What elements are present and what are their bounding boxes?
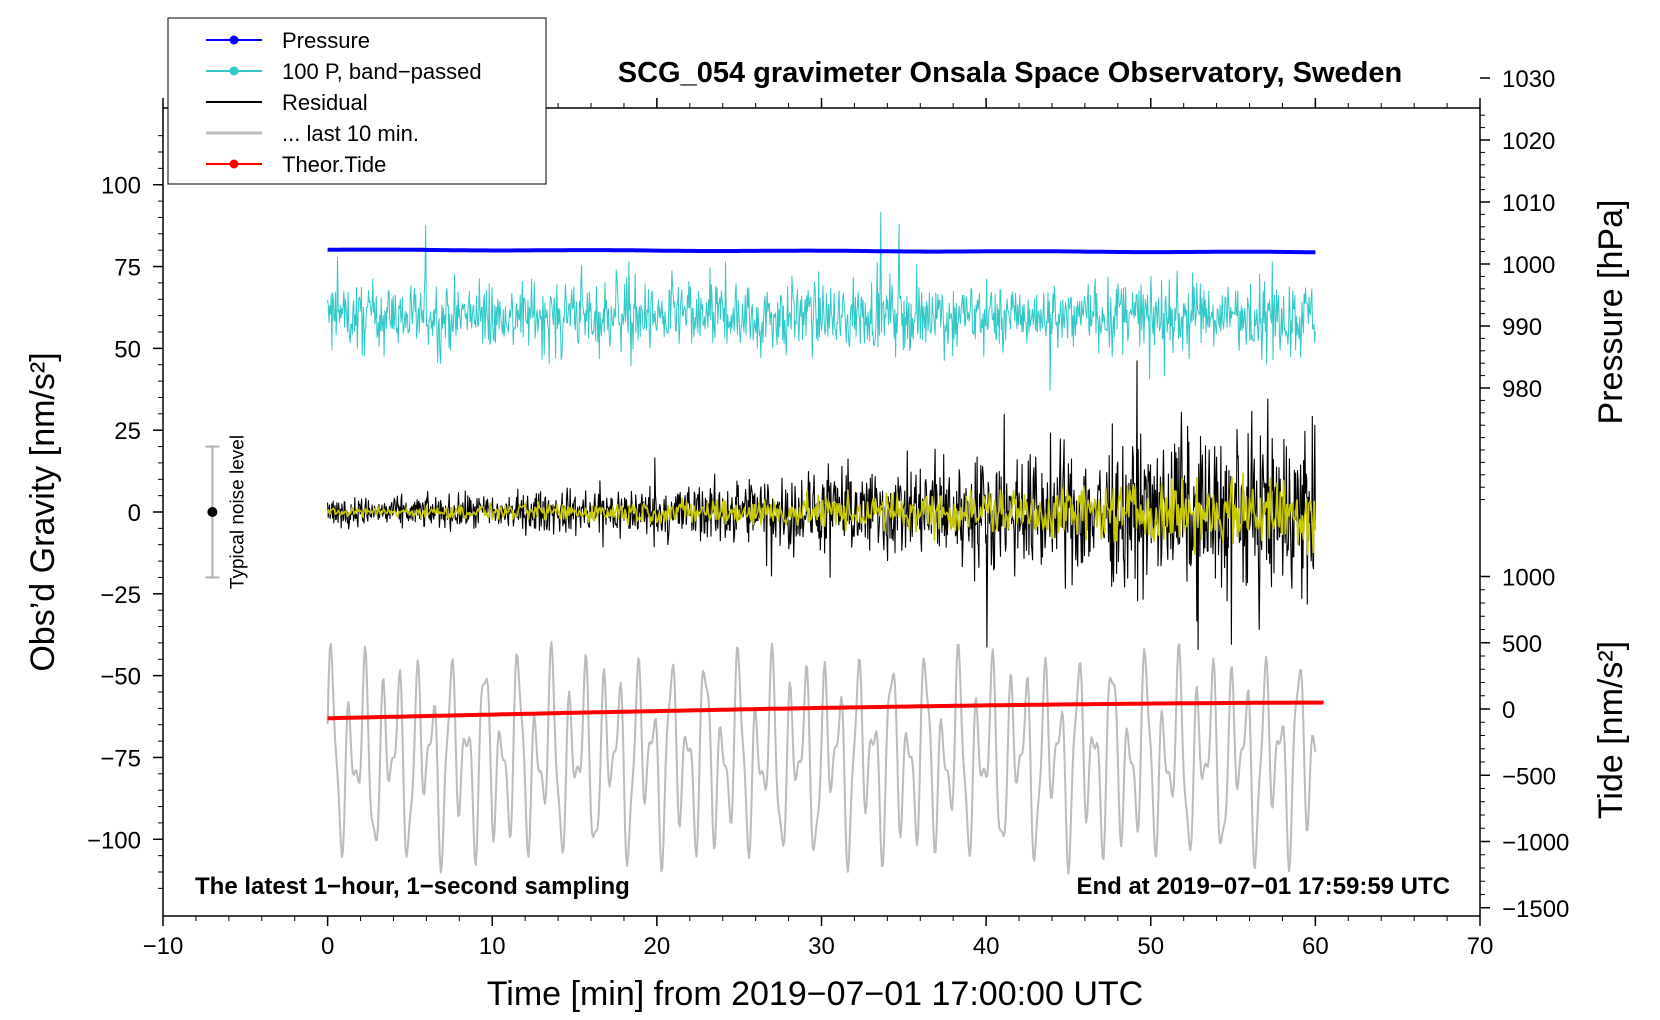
pressure-axis-label: Pressure [hPa] [1592, 200, 1630, 425]
legend-label: ... last 10 min. [282, 121, 419, 146]
y-tick-label: −50 [100, 664, 141, 691]
legend-marker [229, 35, 239, 45]
y-axis-pressure: 980 990 1000 1010 1020 1030 [1480, 66, 1555, 501]
x-tick-label: 60 [1302, 933, 1329, 960]
tide-tick-label: 1000 [1502, 565, 1555, 592]
legend-label: Theor.Tide [282, 152, 386, 177]
tide-tick-label: −1500 [1502, 896, 1569, 923]
legend-marker [229, 159, 239, 169]
pressure-tick-label: 990 [1502, 314, 1542, 341]
legend: Pressure 100 P, band−passed Residual ... la… [167, 17, 547, 185]
y-tick-label: 25 [114, 418, 141, 445]
tide-axis-label: Tide [nm/s²] [1592, 641, 1630, 819]
tide-tick-label: 0 [1502, 697, 1515, 724]
y-tick-label: −75 [100, 745, 141, 772]
legend-label: 100 P, band−passed [282, 59, 482, 84]
y-tick-label: −25 [100, 582, 141, 609]
x-tick-label: 0 [321, 933, 334, 960]
y-tick-label: 100 [101, 173, 141, 200]
pressure-tick-label: 1030 [1502, 66, 1555, 93]
residual-line [327, 360, 1316, 651]
noise-label: Typical noise level [227, 435, 248, 589]
sampling-note: The latest 1−hour, 1−second sampling [195, 873, 630, 900]
tide-tick-label: −500 [1502, 763, 1556, 790]
y-tick-label: 0 [128, 500, 141, 527]
y-tick-label: −100 [87, 827, 141, 854]
y-axis-tide: −1500 −1000 −500 0 500 1000 [1480, 565, 1569, 923]
tide-line [327, 700, 1324, 721]
band-passed-line [327, 211, 1316, 391]
legend-label: Pressure [282, 28, 370, 53]
x-tick-label: 40 [973, 933, 1000, 960]
noise-dot [207, 507, 218, 517]
pressure-tick-label: 1000 [1502, 252, 1555, 279]
pressure-tick-label: 1020 [1502, 128, 1555, 155]
legend-marker [229, 66, 239, 76]
x-tick-label: 30 [808, 933, 835, 960]
x-tick-label: 20 [644, 933, 671, 960]
y-tick-label: 50 [114, 336, 141, 363]
series-layer [326, 211, 1324, 875]
x-tick-label: 10 [479, 933, 506, 960]
pressure-tick-label: 1010 [1502, 190, 1555, 217]
pressure-tick-label: 980 [1502, 376, 1542, 403]
x-axis: −10 0 10 20 30 40 50 60 70 [143, 98, 1494, 960]
tide-tick-label: −1000 [1502, 830, 1569, 857]
chart-title: SCG_054 gravimeter Onsala Space Observat… [618, 57, 1402, 89]
pressure-line [327, 247, 1316, 255]
tide-tick-label: 500 [1502, 631, 1542, 658]
x-tick-label: −10 [143, 933, 184, 960]
x-axis-label: Time [min] from 2019−07−01 17:00:00 UTC [487, 975, 1143, 1013]
y-axis-left: −100 −75 −50 −25 0 25 50 75 100 [87, 135, 163, 889]
noise-indicator: Typical noise level [205, 435, 248, 589]
x-tick-label: 50 [1137, 933, 1164, 960]
x-tick-label: 70 [1467, 933, 1494, 960]
filtered-line [326, 472, 1317, 556]
legend-label: Residual [282, 90, 368, 115]
y-tick-label: 75 [114, 255, 141, 282]
end-time-note: End at 2019−07−01 17:59:59 UTC [1076, 873, 1450, 900]
last-10-min-line [326, 640, 1317, 875]
y-axis-label-left: Obs’d Gravity [nm/s²] [24, 352, 62, 671]
